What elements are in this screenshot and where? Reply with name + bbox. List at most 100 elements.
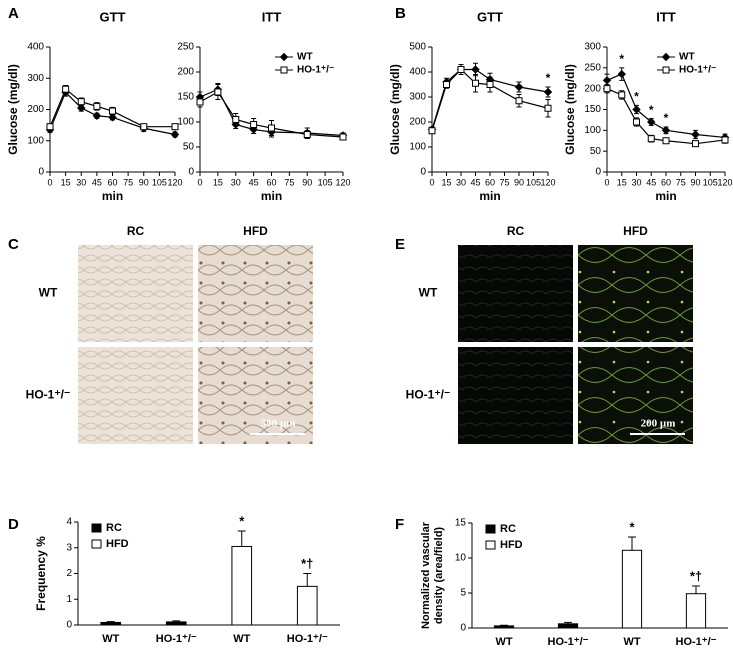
legend-marker	[661, 52, 671, 62]
significance-mark: *	[619, 52, 624, 66]
legend-swatch	[485, 524, 496, 534]
y-tick-label: 0	[188, 167, 194, 178]
y-axis-label: Glucose (mg/dl)	[6, 64, 20, 155]
data-point	[662, 137, 670, 145]
data-point	[93, 102, 101, 110]
error-bar	[628, 536, 636, 551]
panel-label: B	[395, 5, 406, 22]
data-point	[617, 69, 626, 79]
y-tick-label: 15	[455, 518, 467, 529]
data-point	[109, 107, 116, 115]
y-tick-label: 300	[584, 42, 601, 53]
x-tick-label: 90	[514, 177, 524, 187]
y-tick-label: 500	[409, 42, 426, 53]
x-axis-label: min	[261, 189, 282, 203]
y-tick-label: 100	[584, 125, 601, 136]
y-tick-label: 0	[595, 167, 601, 178]
significance-mark: *	[629, 519, 635, 534]
y-tick-label: 2	[66, 568, 72, 579]
data-point	[108, 113, 117, 122]
micrograph	[78, 347, 193, 444]
panel-label: A	[8, 5, 19, 22]
data-point	[647, 135, 655, 143]
y-tick-label: 150	[177, 92, 194, 103]
y-axis-label: Normalized vascular	[420, 521, 432, 629]
data-point	[543, 87, 553, 97]
legend-label: HO-1⁺/⁻	[297, 65, 334, 76]
x-tick-label: 45	[249, 177, 259, 187]
chart-title: GTT	[100, 9, 126, 24]
y-tick-label: 100	[27, 135, 44, 146]
data-point	[602, 76, 612, 85]
x-tick-label: 90	[139, 177, 149, 187]
x-tick-label: WT	[495, 636, 512, 648]
chart-title: ITT	[656, 9, 676, 24]
legend-swatch	[91, 539, 102, 549]
x-tick-label: 120	[540, 177, 555, 187]
row-label: WT	[39, 286, 58, 300]
legend-label: WT	[679, 52, 695, 63]
data-point	[457, 66, 465, 73]
y-axis-label: Frequency %	[34, 536, 48, 611]
x-tick-label: 105	[703, 177, 718, 187]
x-tick-label: HO-1⁺/⁻	[156, 633, 197, 645]
bar	[100, 621, 122, 626]
x-tick-label: 30	[456, 177, 466, 187]
y-axis-label: Glucose (mg/dl)	[563, 64, 577, 155]
micrograph	[458, 245, 573, 342]
data-point	[691, 130, 700, 139]
x-tick-label: 120	[335, 177, 350, 187]
x-tick-label: 45	[470, 177, 480, 187]
y-tick-label: 200	[27, 104, 44, 115]
row-label: HO-1⁺/⁻	[26, 388, 71, 402]
x-tick-label: 75	[499, 177, 509, 187]
y-tick-label: 400	[27, 42, 44, 53]
x-tick-label: 15	[61, 177, 71, 187]
x-axis-label: min	[102, 189, 123, 203]
bar	[231, 545, 253, 626]
significance-mark: *†	[690, 568, 702, 583]
data-point	[196, 98, 204, 106]
x-tick-label: WT	[102, 633, 119, 645]
micrograph	[78, 245, 193, 342]
x-tick-label: 15	[441, 177, 451, 187]
x-tick-label: 45	[646, 177, 656, 187]
data-point	[250, 121, 258, 128]
x-tick-label: 60	[485, 177, 495, 187]
y-tick-label: 300	[27, 73, 44, 84]
bar	[165, 621, 187, 626]
error-bar	[106, 621, 115, 623]
data-point	[428, 127, 436, 135]
y-tick-label: 50	[183, 142, 195, 153]
bar	[685, 593, 707, 629]
column-label: RC	[127, 224, 145, 238]
error-bar	[500, 624, 508, 626]
data-point	[443, 81, 450, 88]
x-tick-label: 0	[429, 177, 434, 187]
data-point	[471, 65, 480, 74]
chart-title: ITT	[262, 9, 282, 24]
x-tick-label: 105	[318, 177, 333, 187]
y-tick-label: 200	[409, 117, 426, 128]
bar	[493, 625, 515, 629]
micrograph	[578, 245, 693, 342]
x-tick-label: 45	[92, 177, 102, 187]
column-label: RC	[507, 224, 525, 238]
y-tick-label: 0	[38, 167, 44, 178]
x-tick-label: HO-1⁺/⁻	[548, 636, 589, 648]
y-tick-label: 300	[409, 92, 426, 103]
significance-mark: *	[546, 71, 551, 85]
data-point	[62, 85, 70, 93]
legend-label: RC	[500, 523, 516, 535]
x-tick-label: WT	[233, 633, 250, 645]
y-tick-label: 0	[66, 620, 72, 631]
data-point	[544, 104, 552, 112]
data-point	[661, 126, 671, 135]
y-tick-label: 100	[177, 117, 194, 128]
y-tick-label: 3	[66, 542, 72, 553]
x-axis-label: min	[655, 189, 676, 203]
x-tick-label: 30	[631, 177, 641, 187]
bar	[296, 585, 318, 626]
data-point	[486, 81, 494, 88]
data-point	[268, 124, 275, 132]
